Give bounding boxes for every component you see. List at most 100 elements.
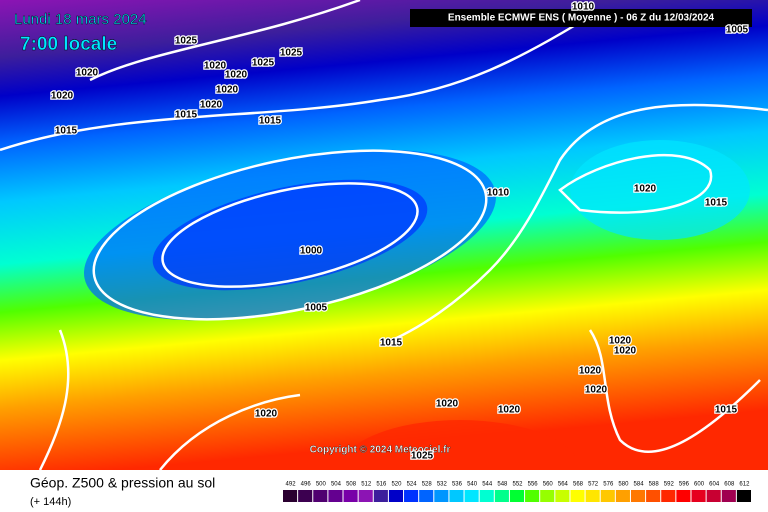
isobars [0,0,768,470]
isobar-label: 1015 [55,126,78,137]
scale-swatch [358,490,373,502]
scale-swatch [464,490,479,502]
footer-lead: (+ 144h) [30,496,71,508]
isobar-label: 1025 [280,48,303,59]
scale-swatch [691,490,706,502]
scale-swatch [570,490,585,502]
scale-label: 504 [331,482,342,488]
isobar-label: 1010 [572,2,595,13]
isobar-label: 1005 [305,303,328,314]
scale-label: 516 [376,482,387,488]
isobar-label: 1020 [634,184,657,195]
isobar-label: 1025 [252,58,275,69]
scale-label: 588 [649,482,660,488]
scale-label: 580 [618,482,629,488]
date: Lundi 18 mars 2024 [14,11,147,28]
scale-swatch [313,490,328,502]
scale-label: 544 [482,482,493,488]
scale-swatch [721,490,736,502]
scale-label: 572 [588,482,599,488]
isobar-label: 1020 [579,366,602,377]
scale-swatch [646,490,661,502]
isobar-label: 1015 [380,338,403,349]
scale-label: 560 [543,482,554,488]
scale-label: 584 [634,482,645,488]
scale-swatch [298,490,313,502]
scale-swatch [494,490,509,502]
footer-title: Géop. Z500 & pression au sol [30,475,215,491]
isobar-label: 1020 [498,405,521,416]
scale-swatch [404,490,419,502]
isobar-label: 1020 [585,385,608,396]
scale-label: 612 [739,482,750,488]
copyright: Copyright © 2024 Meteociel.fr [310,445,451,456]
scale-swatch [283,490,298,502]
isobar-label: 1025 [411,451,434,462]
scale-label: 568 [573,482,584,488]
isobar-label: 1010 [487,188,510,199]
scale-swatch [540,490,555,502]
isobar-label: 1000 [300,246,323,257]
scale-label: 496 [301,482,312,488]
scale-label: 500 [316,482,327,488]
scale-label: 552 [512,482,523,488]
scale-label: 596 [679,482,690,488]
isobar-label: 1020 [255,409,278,420]
scale-label: 524 [407,482,418,488]
scale-label: 520 [391,482,402,488]
scale-swatch [676,490,691,502]
isobar-label: 1020 [609,336,632,347]
scale-label: 540 [467,482,478,488]
scale-label: 608 [724,482,735,488]
scale-swatch [630,490,646,502]
scale-label: 564 [558,482,569,488]
model: Ensemble ECMWF ENS ( Moyenne ) - 06 Z du… [448,13,715,24]
scale-swatch [585,490,600,502]
scale-label: 492 [286,482,297,488]
scale-swatch [343,490,358,502]
scale-swatch [419,490,434,502]
scale-label: 604 [709,482,720,488]
isobar-label: 1020 [614,346,637,357]
scale-swatch [373,490,388,502]
isobar-label: 1020 [76,68,99,79]
scale-swatch [525,490,540,502]
scale-swatch [479,490,494,502]
isobar-label: 1015 [705,198,728,209]
isobar-label: 1020 [216,85,239,96]
isobar-label: 1015 [175,110,198,121]
scale-label: 512 [361,482,372,488]
scale-label: 556 [528,482,539,488]
scale-swatch [600,490,615,502]
scale-swatch [555,490,570,502]
scale-swatch [736,490,751,502]
isobar-label: 1005 [726,25,749,36]
isobar-label: 1020 [204,61,227,72]
scale-label: 528 [422,482,433,488]
scale-label: 532 [437,482,448,488]
scale-label: 600 [694,482,705,488]
time: 7:00 locale [20,34,117,55]
scale-swatch [328,490,343,502]
scale-swatch [509,490,525,502]
model-box [410,9,752,27]
isobar-label: 1015 [715,405,738,416]
isobar-label: 1020 [200,100,223,111]
scale-swatch [661,490,676,502]
scale-swatch [388,490,404,502]
scale-swatch [434,490,449,502]
scale-label: 508 [346,482,357,488]
isobar-label: 1015 [259,116,282,127]
isobar-label: 1020 [225,70,248,81]
scale-swatch [449,490,464,502]
isobar-label: 1020 [51,91,74,102]
scale-label: 536 [452,482,463,488]
scale-label: 592 [664,482,675,488]
scale-swatch [615,490,630,502]
low-core [152,179,428,291]
scale-swatch [706,490,721,502]
isobar-label: 1025 [175,36,198,47]
isobar-label: 1020 [436,399,459,410]
